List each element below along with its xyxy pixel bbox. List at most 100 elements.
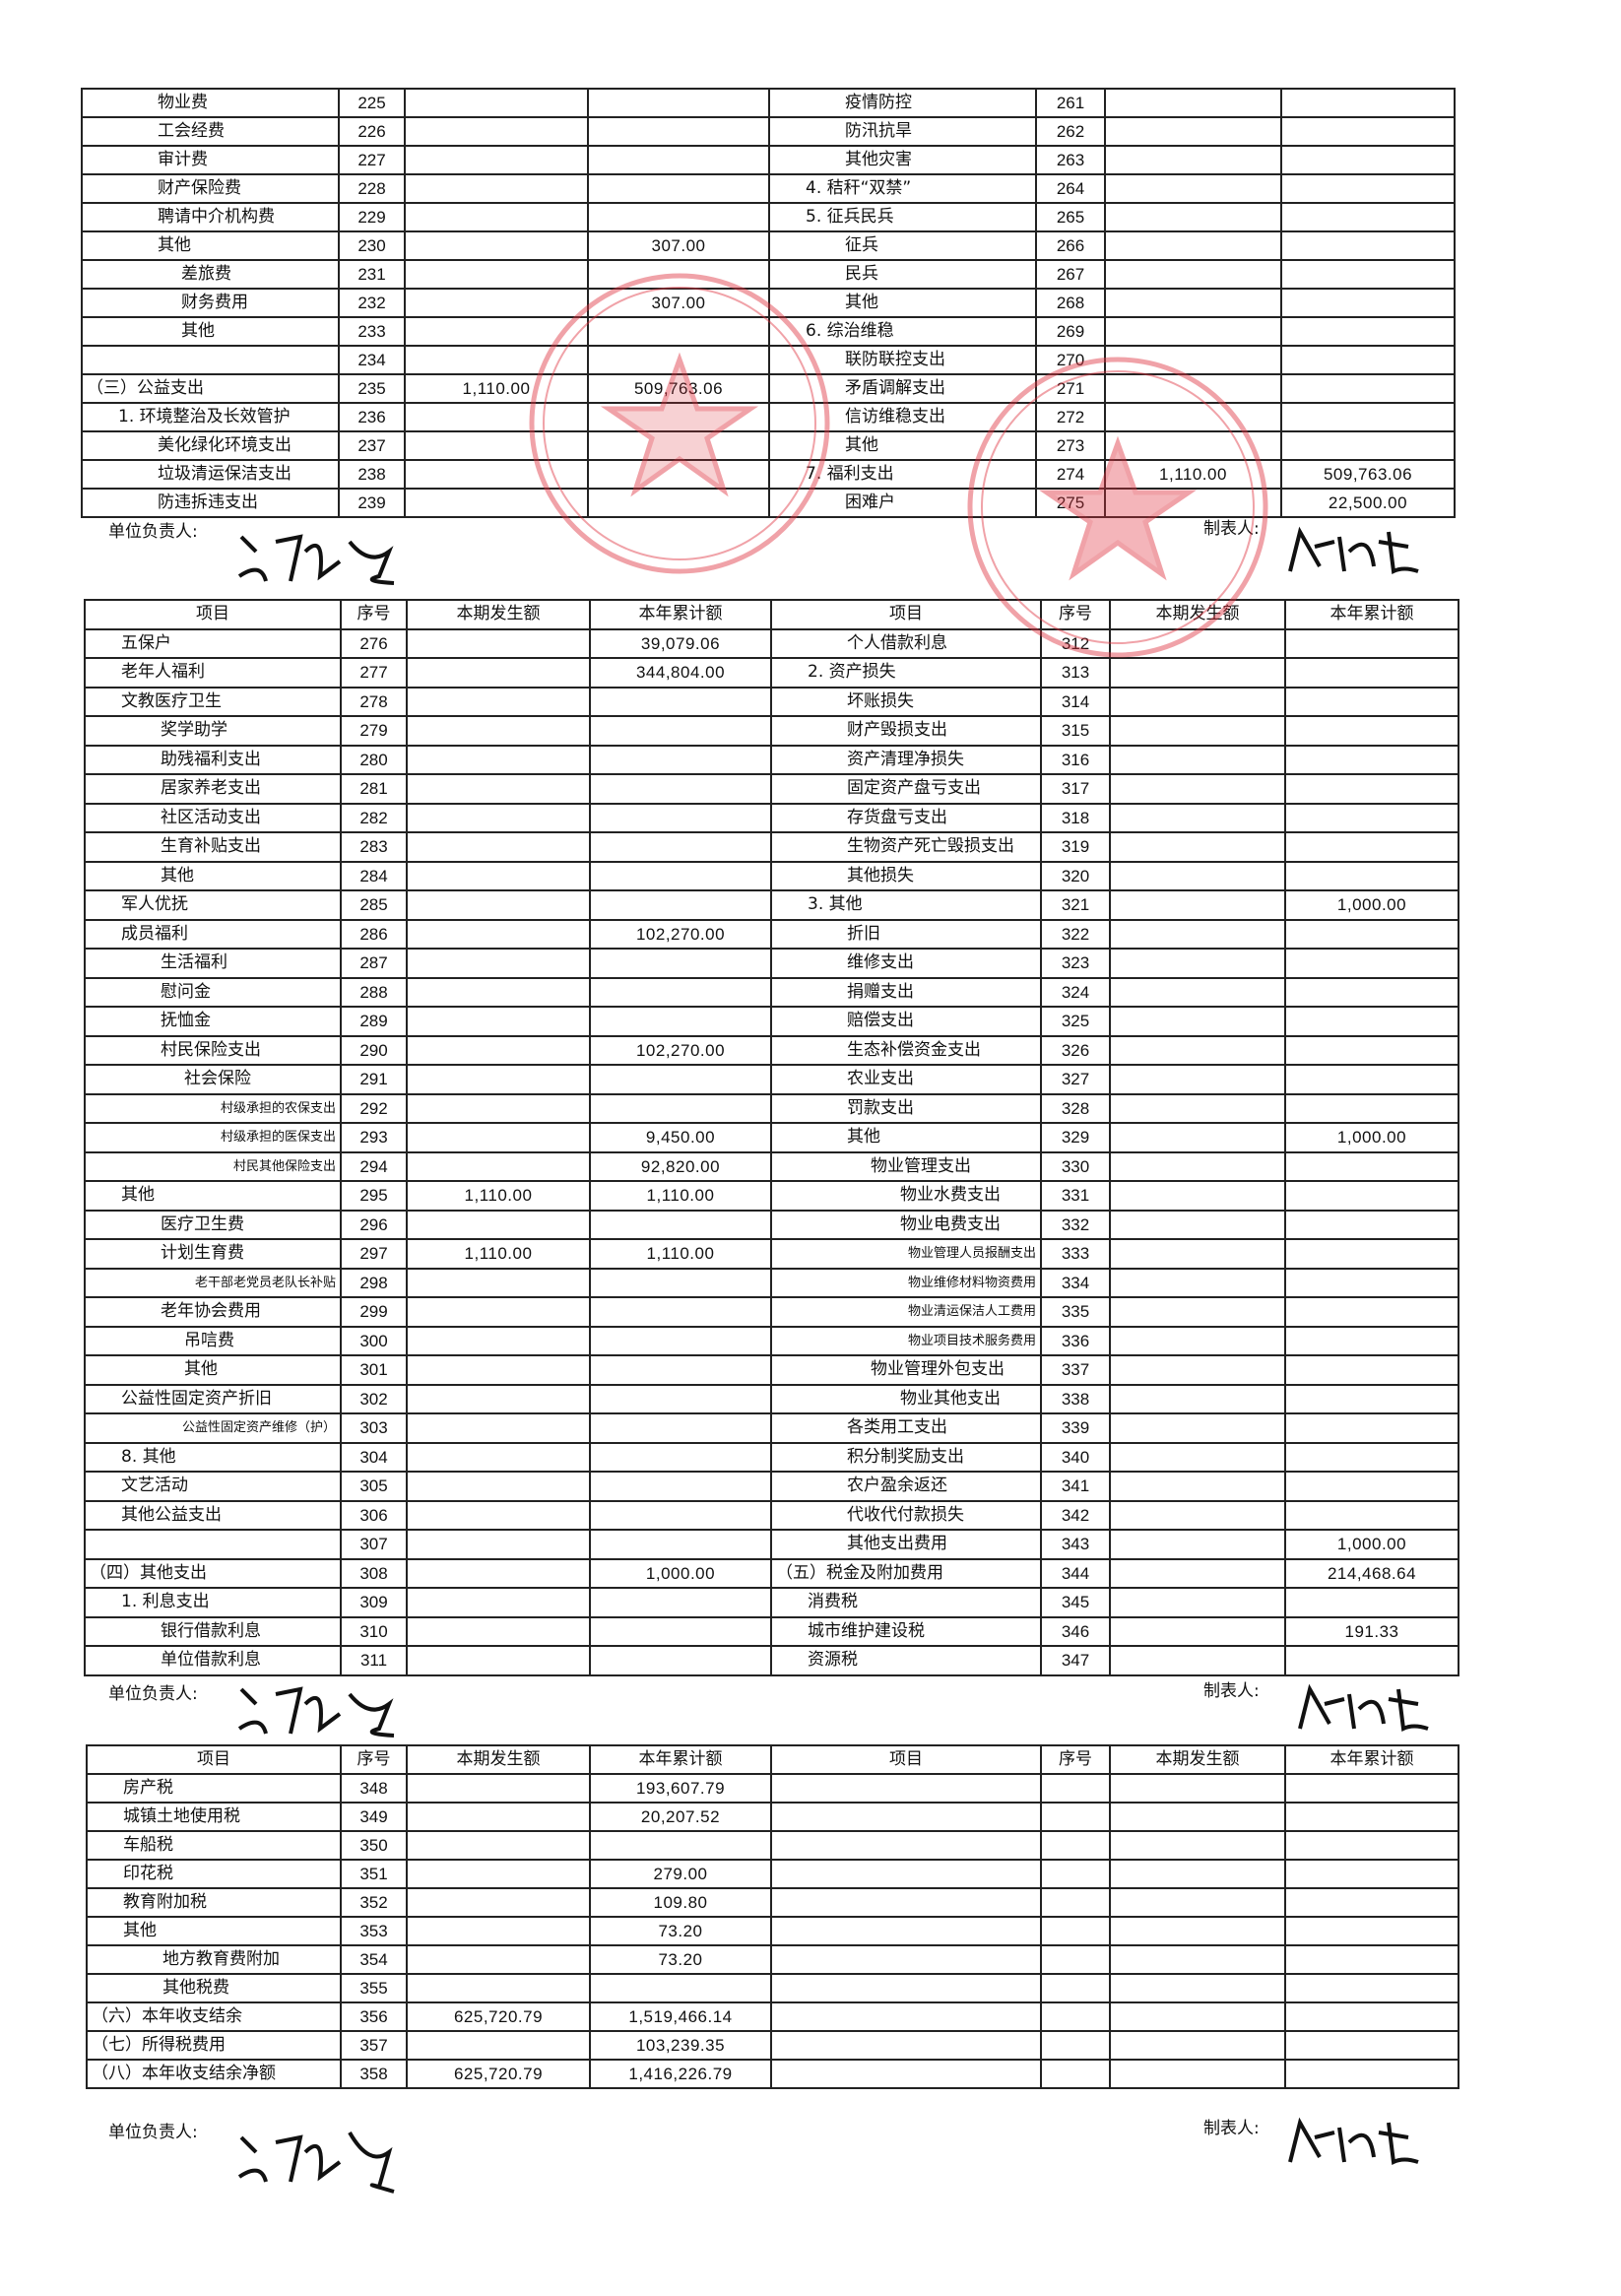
income-expense-table-part-3: 项目 序号 本期发生额 本年累计额 项目 序号 本期发生额 本年累计额 房产税 3… [86,1744,1459,2089]
row-number-cell: 346 [1040,1615,1111,1647]
item-name-cell: 奖学助学 [84,715,342,747]
table-row: 公益性固定资产维修（护） 303 各类用工支出 339 [84,1412,1459,1444]
item-name-cell [770,2030,1042,2061]
ytd-amount-cell [589,1354,772,1386]
current-amount-cell: 625,720.79 [406,2059,591,2089]
ytd-amount-cell [1284,1354,1459,1386]
item-name-cell: 生育补贴支出 [84,831,342,863]
row-number-cell: 265 [1035,202,1106,232]
current-amount-cell [406,1802,591,1832]
ytd-amount-cell [1284,657,1459,689]
item-name-cell: 村级承担的医保支出 [84,1122,342,1153]
row-number-cell: 294 [340,1150,408,1182]
ytd-amount-cell: 1,519,466.14 [589,2001,772,2032]
table-row: 其他 301 物业管理外包支出 337 [84,1354,1459,1386]
current-amount-cell [1109,773,1286,805]
row-number-cell: 270 [1035,345,1106,375]
preparer-signature-1 [1288,526,1419,575]
current-amount-cell [404,345,589,375]
ytd-amount-cell [1284,2059,1459,2089]
table-row: 防违拆违支出 239 困难户 275 22,500.00 [81,488,1456,518]
table-row: 生育补贴支出 283 生物资产死亡毁损支出 319 [84,831,1459,863]
item-name-cell: 罚款支出 [770,1092,1042,1124]
ytd-amount-cell [1284,1296,1459,1328]
item-name-cell: 城镇土地使用税 [86,1802,342,1832]
ytd-amount-cell [1280,145,1456,175]
row-number-cell: 236 [338,402,406,432]
current-amount-cell [406,1354,591,1386]
item-name-cell: 美化绿化环境支出 [81,430,340,461]
current-amount-cell [1109,860,1286,891]
table-row: 差旅费 231 民兵 267 [81,259,1456,290]
ytd-amount-cell [589,1471,772,1502]
item-name-cell: 聘请中介机构费 [81,202,340,232]
table-row: 8. 其他 304 积分制奖励支出 340 [84,1441,1459,1473]
current-amount-cell [406,1499,591,1531]
unit-head-label-3: 单位负责人: [108,2123,198,2142]
row-number-cell [1040,1887,1111,1918]
ytd-amount-cell [1284,1859,1459,1889]
item-name-cell: 其他 [84,860,342,891]
row-number-cell: 324 [1040,976,1111,1008]
unit-head-label-1: 单位负责人: [108,522,198,542]
table-row: 村级承担的医保支出 293 9,450.00 其他 329 1,000.00 [84,1122,1459,1153]
ytd-amount-cell: 214,468.64 [1284,1557,1459,1589]
current-amount-cell [1109,1209,1286,1240]
current-amount-cell [1109,1238,1286,1270]
current-amount-cell [1109,1802,1286,1832]
ytd-amount-cell [1280,230,1456,261]
current-amount-cell [406,1150,591,1182]
row-number-cell: 226 [338,116,406,147]
current-amount-cell [406,1296,591,1328]
ytd-amount-cell: 193,607.79 [589,1773,772,1804]
table-row: 物业费 225 疫情防控 261 [81,88,1456,118]
table-row: 文教医疗卫生 278 坏账损失 314 [84,686,1459,717]
row-number-cell: 279 [340,715,408,747]
item-name-cell: 各类用工支出 [770,1412,1042,1444]
current-amount-cell [404,459,589,490]
current-amount-cell [1109,2059,1286,2089]
current-amount-cell [1109,1529,1286,1560]
current-amount-cell [404,488,589,518]
item-name-cell: （五）税金及附加费用 [770,1557,1042,1589]
table-row: 财产保险费 228 4. 秸秆“双禁” 264 [81,173,1456,204]
ytd-amount-cell [1284,1830,1459,1861]
income-expense-table-part-2: 项目 序号 本期发生额 本年累计额 项目 序号 本期发生额 本年累计额 五保户 2… [84,599,1459,1676]
item-name-cell: 疫情防控 [768,88,1037,118]
current-amount-cell [1109,1773,1286,1804]
current-amount-cell [1109,1887,1286,1918]
item-name-cell: 消费税 [770,1587,1042,1618]
header-current: 本期发生额 [1109,599,1286,630]
current-amount-cell [406,1645,591,1676]
table-row: 审计费 227 其他灾害 263 [81,145,1456,175]
item-name-cell: 抚恤金 [84,1006,342,1037]
ytd-amount-cell: 102,270.00 [589,918,772,950]
table-row: 成员福利 286 102,270.00 折旧 322 [84,918,1459,950]
row-number-cell: 315 [1040,715,1111,747]
item-name-cell: 村民保险支出 [84,1034,342,1066]
item-name-cell: 文艺活动 [84,1471,342,1502]
table-row: 其他 295 1,110.00 1,110.00 物业水费支出 331 [84,1180,1459,1212]
item-name-cell: 个人借款利息 [770,627,1042,659]
item-name-cell: 村级承担的农保支出 [84,1092,342,1124]
current-amount-cell [1109,715,1286,747]
current-amount-cell [406,1034,591,1066]
current-amount-cell [406,1557,591,1589]
table-row: 军人优抚 285 3. 其他 321 1,000.00 [84,889,1459,921]
current-amount-cell [406,1412,591,1444]
table-row: 抚恤金 289 赔偿支出 325 [84,1006,1459,1037]
preparer-signature-3 [1288,2117,1419,2166]
ytd-amount-cell [1284,1267,1459,1298]
table-row: 其他 284 其他损失 320 [84,860,1459,891]
current-amount-cell [406,918,591,950]
header-item: 项目 [770,1744,1042,1775]
item-name-cell: 其他损失 [770,860,1042,891]
item-name-cell: 老年人福利 [84,657,342,689]
ytd-amount-cell: 1,110.00 [589,1238,772,1270]
current-amount-cell [1104,345,1282,375]
row-number-cell: 293 [340,1122,408,1153]
current-amount-cell [1109,802,1286,833]
current-amount-cell [1109,1325,1286,1356]
table-row: 社区活动支出 282 存货盘亏支出 318 [84,802,1459,833]
item-name-cell: 捐赠支出 [770,976,1042,1008]
